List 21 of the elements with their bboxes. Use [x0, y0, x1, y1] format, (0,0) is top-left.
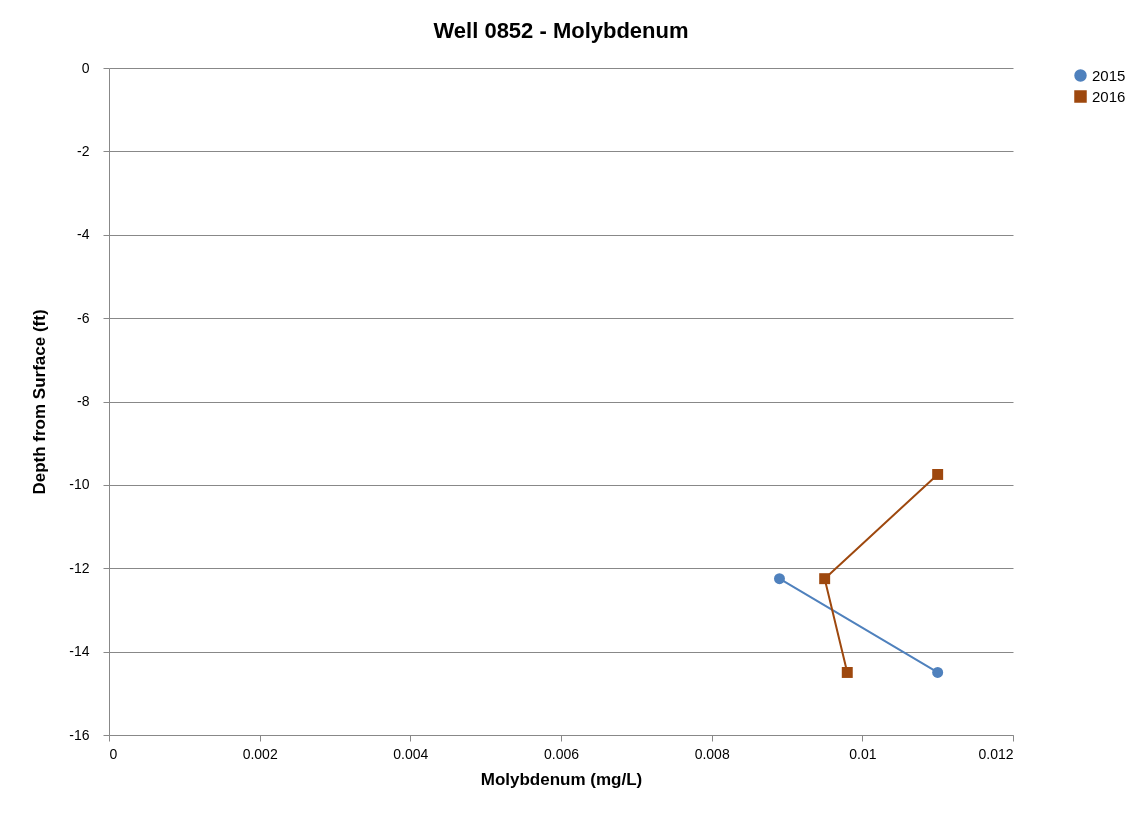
- y-tick-label: -8: [77, 393, 90, 409]
- chart-title: Well 0852 - Molybdenum: [433, 18, 689, 43]
- y-axis-title: Depth from Surface (ft): [30, 309, 50, 495]
- x-tick-label: 0.006: [543, 745, 580, 762]
- x-tick-label: 0.004: [393, 745, 429, 762]
- y-tick-label: -2: [77, 142, 90, 159]
- y-tick-label: -10: [69, 476, 90, 493]
- y-tick-label: -6: [77, 309, 90, 326]
- x-tick-label: 0.012: [978, 745, 1014, 762]
- y-tick-label: -12: [69, 559, 90, 576]
- y-tick-label: -4: [77, 226, 90, 243]
- y-tick-label: -16: [69, 726, 90, 743]
- x-axis-title: Molybdenum (mg/L): [480, 769, 643, 789]
- y-tick-label: -14: [69, 643, 90, 660]
- x-tick-label: 0.01: [849, 745, 877, 762]
- x-tick-label: 0.008: [694, 745, 730, 762]
- legend-label: 2016: [1092, 87, 1126, 105]
- y-tick-label: 0: [81, 59, 90, 76]
- legend-label: 2015: [1092, 66, 1126, 84]
- x-tick-label: 0: [109, 745, 118, 762]
- x-tick-label: 0.002: [242, 745, 278, 762]
